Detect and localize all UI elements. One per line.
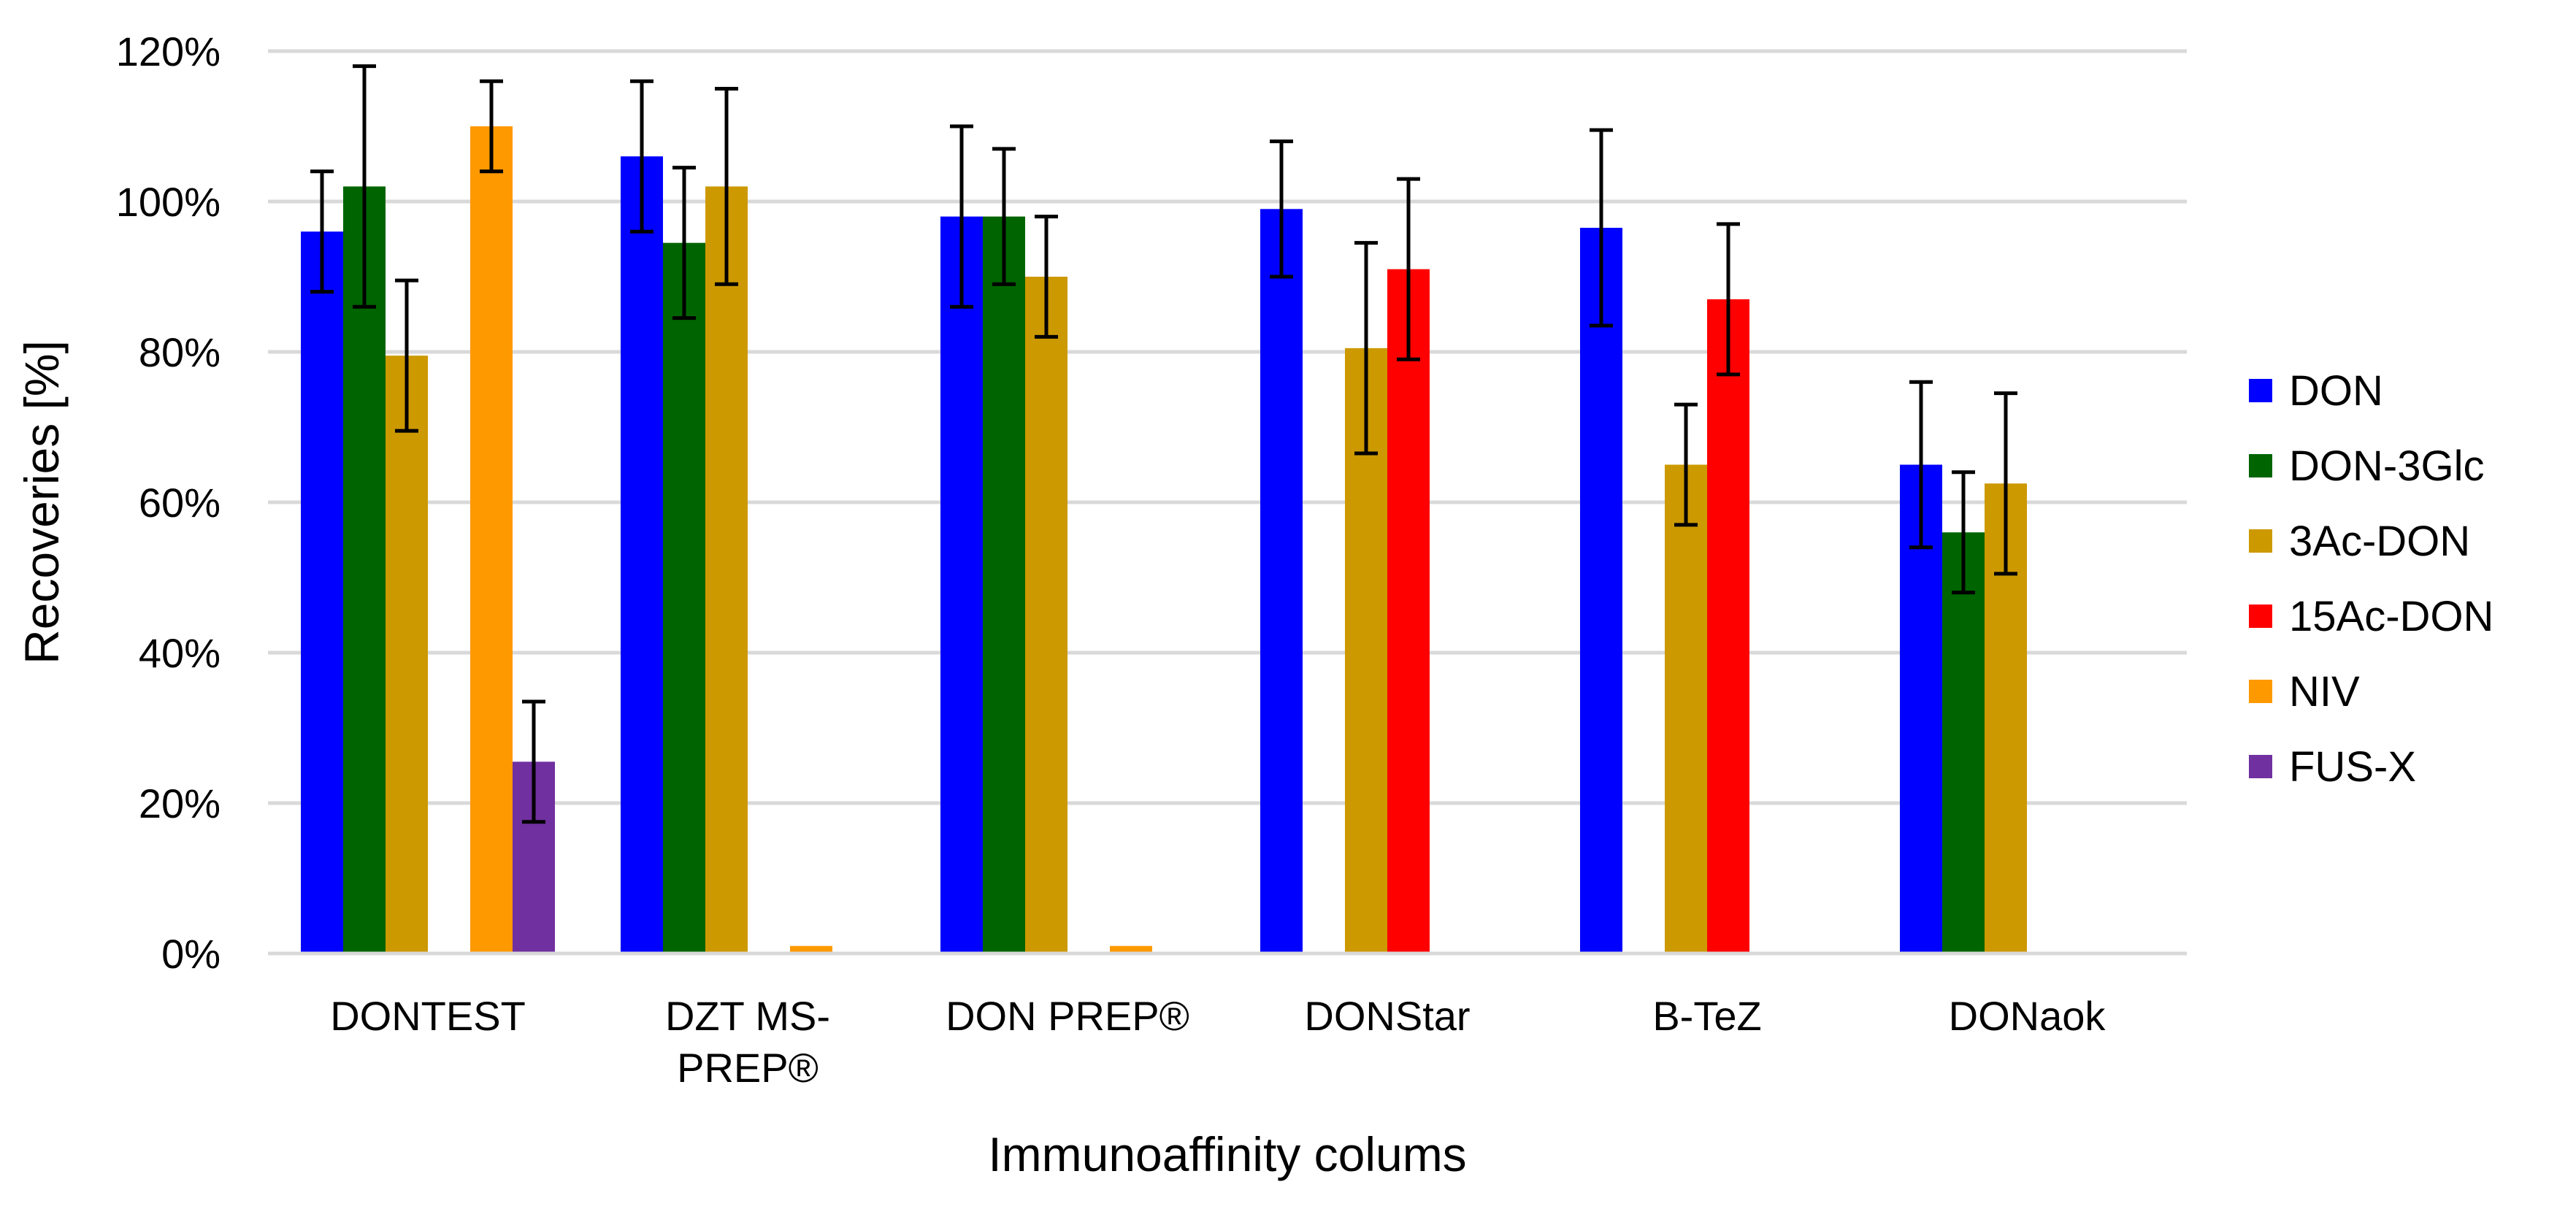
error-bar: [1590, 128, 1613, 328]
y-tick-label: 20%: [139, 780, 221, 826]
legend: DON DON-3Glc 3Ac-DON 15Ac-DON NIV FUS-X: [2249, 367, 2493, 791]
legend-label: 15Ac-DON: [2289, 593, 2493, 640]
legend-label: 3Ac-DON: [2289, 518, 2470, 565]
bar-don: [1580, 228, 1622, 953]
legend-swatch: [2249, 604, 2272, 628]
error-bar: [672, 166, 696, 321]
y-tick-label: 60%: [139, 480, 221, 526]
bar-15ac-don: [1707, 299, 1749, 953]
legend-label: FUS-X: [2289, 743, 2416, 791]
error-bar: [1397, 177, 1420, 361]
bar-3ac-don: [1665, 464, 1707, 953]
bar-don-3glc: [663, 242, 705, 953]
error-bar: [1717, 222, 1740, 377]
y-axis-title: Recoveries [%]: [15, 340, 69, 664]
error-bar: [480, 79, 503, 174]
bar-don-3glc: [983, 216, 1025, 954]
x-category-label: B-TeZ: [1652, 993, 1761, 1039]
y-tick-label: 40%: [139, 630, 221, 676]
legend-label: DON-3Glc: [2289, 442, 2484, 490]
legend-item: DON-3Glc: [2249, 442, 2484, 490]
bar-don: [1260, 209, 1303, 953]
error-bar: [1674, 402, 1698, 527]
error-bar: [1270, 139, 1293, 279]
error-bar: [630, 79, 653, 234]
x-category-label: DZT MS-PREP®: [665, 993, 830, 1091]
y-tick-label: 80%: [139, 329, 221, 375]
error-bar: [1909, 380, 1933, 550]
legend-swatch: [2249, 680, 2272, 703]
error-bars: [310, 64, 2017, 824]
legend-item: FUS-X: [2249, 743, 2416, 791]
legend-label: DON: [2289, 367, 2383, 415]
legend-item: 3Ac-DON: [2249, 518, 2470, 565]
legend-item: 15Ac-DON: [2249, 593, 2493, 640]
bar-don: [621, 156, 663, 954]
legend-swatch: [2249, 454, 2272, 477]
x-category-label: DON PREP®: [946, 993, 1189, 1039]
error-bar: [395, 278, 418, 433]
y-tick-label: 120%: [116, 28, 221, 74]
bar-3ac-don: [705, 186, 748, 953]
error-bar: [950, 124, 973, 309]
bar-niv: [790, 945, 832, 953]
x-category-label: DONTEST: [330, 993, 526, 1039]
error-bar: [992, 147, 1016, 286]
bar-3ac-don: [1025, 277, 1067, 953]
bars: [301, 126, 2027, 954]
x-category-label: DONaok: [1949, 993, 2107, 1039]
legend-label: NIV: [2289, 668, 2360, 715]
legend-swatch: [2249, 379, 2272, 402]
error-bar: [715, 87, 738, 286]
bar-niv: [470, 126, 513, 953]
error-bar: [1994, 391, 2017, 576]
bar-niv: [1110, 945, 1152, 953]
error-bar: [310, 169, 334, 294]
y-tick-label: 0%: [161, 931, 221, 977]
bar-don: [301, 231, 343, 953]
bar-15ac-don: [1387, 269, 1430, 953]
x-axis-categories: DONTEST DZT MS-PREP® DON PREP® DONStar B-TeZ…: [330, 993, 2106, 1091]
bar-don-3glc: [343, 186, 386, 953]
legend-item: NIV: [2249, 668, 2360, 715]
x-category-label: DONStar: [1304, 993, 1470, 1039]
y-axis-ticks: 0% 20% 40% 60% 80% 100% 120%: [116, 28, 221, 977]
error-bar: [1952, 470, 1975, 595]
legend-item: DON: [2249, 367, 2383, 415]
error-bar: [522, 699, 545, 824]
bar-3ac-don: [386, 356, 428, 953]
y-tick-label: 100%: [116, 179, 221, 225]
error-bar: [1354, 241, 1378, 456]
bar-don: [940, 216, 983, 954]
bar-don-3glc: [1942, 532, 1985, 953]
error-bar: [1035, 215, 1058, 339]
legend-swatch: [2249, 529, 2272, 553]
gridlines: [268, 49, 2187, 805]
error-bar: [353, 64, 376, 309]
legend-swatch: [2249, 755, 2272, 778]
x-axis-title: Immunoaffinity colums: [988, 1127, 1466, 1181]
